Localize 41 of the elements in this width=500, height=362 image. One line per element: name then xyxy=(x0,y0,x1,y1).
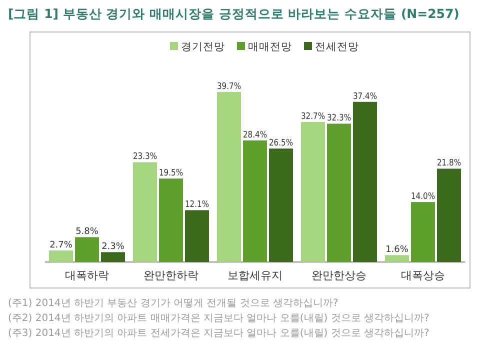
bar xyxy=(75,237,99,262)
x-tick-label: 대폭상승 xyxy=(401,269,445,282)
bar xyxy=(327,124,351,262)
data-label: 5.8% xyxy=(76,227,99,238)
bar xyxy=(411,202,435,262)
bar xyxy=(353,102,377,262)
bar xyxy=(217,92,241,262)
chart-title: [그림 1] 부동산 경기와 매매시장을 긍정적으로 바라보는 수요자들 (N=257) xyxy=(8,6,460,21)
data-label: 21.8% xyxy=(437,158,466,169)
x-tick-label: 완만한하락 xyxy=(144,269,198,282)
text: (주3) 2014년 하반기의 아파트 전세가격은 지금보다 얼마나 오를(내릴) 것으로 생각하십니까? xyxy=(8,328,430,339)
legend-label: 전세전망 xyxy=(315,41,359,53)
bar xyxy=(301,122,325,262)
x-tick-label: 대폭하락 xyxy=(65,269,109,282)
bar xyxy=(243,140,267,262)
data-label: 37.4% xyxy=(353,92,382,102)
data-label: 19.5% xyxy=(159,168,188,178)
data-label: 2.3% xyxy=(102,242,125,252)
data-label: 26.5% xyxy=(269,138,298,149)
bar xyxy=(133,162,157,262)
text: (주1) 2014년 하반기 부동산 경기가 어떻게 전개될 것으로 생각하십니까? xyxy=(8,298,338,309)
data-label: 1.6% xyxy=(386,245,409,256)
bar xyxy=(101,252,125,262)
data-label: 2.7% xyxy=(50,240,73,250)
data-label: 12.1% xyxy=(185,200,214,210)
bar xyxy=(269,148,293,262)
bar xyxy=(185,210,209,262)
data-label: 39.7% xyxy=(217,82,246,92)
bar xyxy=(159,178,183,262)
legend-label: 경기전망 xyxy=(181,41,225,53)
text: (주2) 2014년 하반기의 아파트 매매가격은 지금보다 얼마나 오를(내릴) 것으로 생각하십니까? xyxy=(8,313,430,324)
bar xyxy=(437,168,461,262)
data-label: 23.3% xyxy=(133,152,162,162)
data-label: 32.3% xyxy=(327,114,356,124)
data-label: 14.0% xyxy=(411,192,440,202)
x-tick-label: 보합세유지 xyxy=(228,269,282,282)
x-tick-label: 완만한상승 xyxy=(312,269,366,282)
bar xyxy=(385,255,409,262)
legend-label: 매매전망 xyxy=(248,41,292,53)
data-label: 28.4% xyxy=(243,130,272,140)
bar xyxy=(49,250,73,262)
